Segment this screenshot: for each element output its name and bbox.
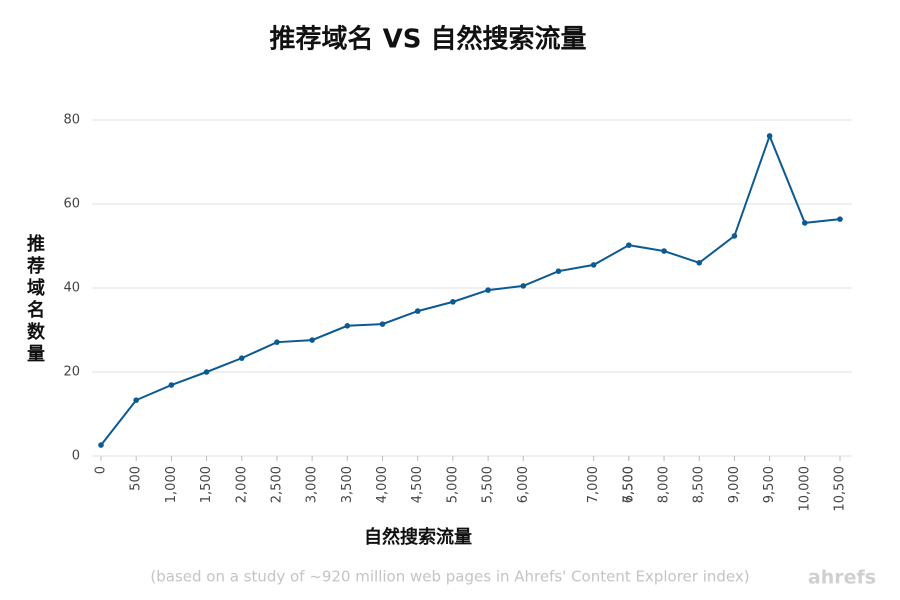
point bbox=[485, 287, 491, 293]
x-tick-label: 0 bbox=[94, 466, 109, 474]
point bbox=[274, 339, 280, 345]
x-tick-label: 4,000 bbox=[375, 466, 390, 503]
x-tick-label: 1,000 bbox=[164, 466, 179, 503]
x-tick-label: 3,500 bbox=[340, 466, 355, 503]
point bbox=[168, 382, 175, 388]
x-tick-label: 8,000 bbox=[657, 466, 672, 503]
y-tick-label: 20 bbox=[63, 365, 80, 380]
x-tick-label: 7,000 bbox=[586, 466, 601, 503]
y-tick-label: 80 bbox=[63, 113, 80, 128]
point bbox=[802, 220, 808, 226]
point bbox=[203, 369, 210, 375]
point bbox=[309, 337, 315, 343]
point bbox=[837, 216, 843, 222]
x-tick-label: 9,000 bbox=[727, 466, 742, 503]
x-tick-label: 6,000 bbox=[516, 466, 531, 503]
y-tick-label: 60 bbox=[63, 197, 80, 212]
x-axis-label: 自然搜索流量 bbox=[364, 526, 472, 548]
x-tick-label: 10,500 bbox=[833, 466, 848, 512]
x-tick-label: 5,000 bbox=[445, 466, 460, 503]
line bbox=[100, 133, 841, 446]
x-tick-label: 5,500 bbox=[481, 466, 496, 503]
y-axis-label: 推荐域名数量 bbox=[24, 233, 46, 366]
y-tick-label: 0 bbox=[72, 449, 80, 464]
chart-title: 推荐域名 VS 自然搜索流量 bbox=[270, 24, 587, 55]
point bbox=[344, 323, 351, 329]
x-tick-label: 3,000 bbox=[305, 466, 320, 503]
x-tick-label: 10,000 bbox=[797, 466, 812, 512]
point bbox=[414, 308, 421, 314]
x-tick-label: 500 bbox=[129, 466, 144, 491]
point bbox=[555, 268, 562, 275]
point bbox=[520, 283, 527, 289]
point bbox=[590, 262, 597, 268]
point bbox=[766, 133, 773, 139]
x-tick-label: 2,000 bbox=[234, 466, 249, 503]
x-tick-label: 7,500 bbox=[621, 466, 636, 503]
point bbox=[450, 299, 456, 305]
y-tick-label: 40 bbox=[63, 281, 80, 296]
x-tick-label: 2,500 bbox=[269, 466, 284, 503]
x-tick-label: 9,500 bbox=[762, 466, 777, 503]
point bbox=[379, 321, 386, 327]
watermark: ahrefs bbox=[808, 567, 876, 589]
point bbox=[696, 260, 703, 266]
footnote: (based on a study of ~920 million web pa… bbox=[150, 568, 749, 586]
x-tick-label: 8,500 bbox=[692, 466, 707, 503]
x-tick-label: 4,500 bbox=[410, 466, 425, 503]
point bbox=[661, 248, 667, 254]
point bbox=[238, 355, 245, 361]
point bbox=[133, 397, 139, 403]
point bbox=[98, 442, 104, 448]
x-tick-label: 1,500 bbox=[199, 466, 214, 503]
x-tick-label: 6,500 bbox=[621, 466, 636, 503]
point bbox=[626, 242, 632, 248]
point bbox=[731, 233, 738, 239]
